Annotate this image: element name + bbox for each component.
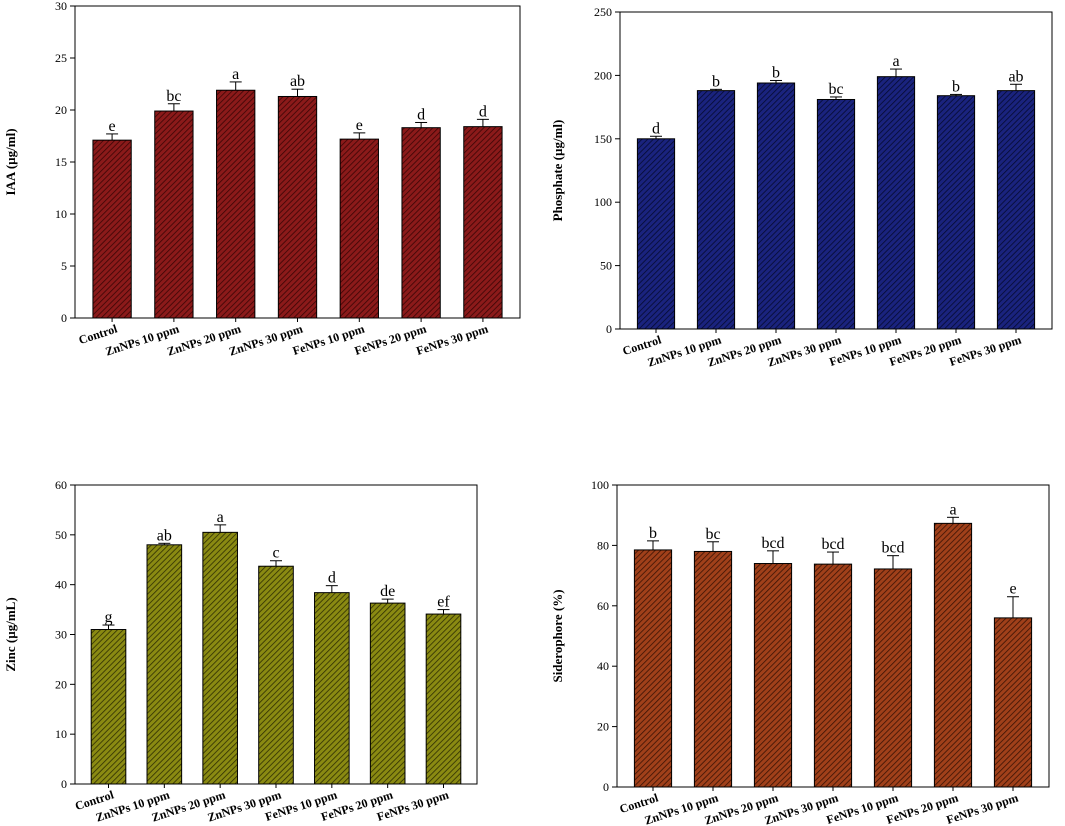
- significance-label: b: [649, 525, 657, 542]
- significance-label: b: [712, 73, 720, 90]
- bar: [369, 602, 406, 785]
- y-tick-label: 20: [55, 103, 67, 117]
- significance-label: b: [952, 78, 960, 95]
- y-tick-label: 150: [594, 132, 612, 146]
- bar: [314, 592, 350, 785]
- significance-label: ab: [290, 73, 305, 90]
- y-tick-label: 80: [597, 538, 609, 552]
- significance-label: bc: [166, 88, 181, 105]
- bar: [146, 544, 183, 785]
- bar: [90, 629, 127, 785]
- chart-panel-zinc: Zinc (µg/mL) 0102030405060gControlabZnNP…: [3, 478, 478, 825]
- bar: [202, 531, 238, 785]
- bar: [756, 82, 796, 330]
- chart-panel-phosphate: Phosphate (µg/ml) 050100150200250dContro…: [550, 5, 1053, 370]
- y-tick-label: 20: [597, 720, 609, 734]
- y-tick-label: 0: [61, 311, 67, 325]
- significance-label: a: [949, 501, 956, 518]
- significance-label: a: [892, 53, 899, 70]
- significance-label: ab: [1008, 68, 1023, 85]
- significance-label: d: [417, 106, 425, 123]
- significance-label: e: [1009, 581, 1016, 598]
- significance-label: bcd: [881, 540, 904, 557]
- bar: [816, 98, 856, 330]
- significance-label: c: [272, 545, 279, 562]
- significance-label: b: [772, 64, 780, 81]
- bar: [696, 90, 736, 330]
- y-tick-label: 40: [55, 578, 67, 592]
- bar: [425, 613, 462, 785]
- y-tick-label: 200: [594, 68, 612, 82]
- bar: [401, 127, 441, 319]
- significance-label: a: [217, 509, 224, 526]
- y-tick-label: 0: [603, 780, 609, 794]
- bar: [277, 95, 318, 319]
- y-tick-label: 5: [61, 259, 67, 273]
- y-tick-label: 50: [600, 259, 612, 273]
- significance-label: d: [479, 103, 487, 120]
- bar: [633, 549, 673, 788]
- significance-label: bc: [705, 526, 720, 543]
- chart-panel-siderophore: Siderophore (%) 020406080100bControlbcZn…: [550, 478, 1050, 826]
- y-tick-label: 250: [594, 5, 612, 19]
- bar: [813, 563, 853, 788]
- y-tick-label: 30: [55, 0, 67, 13]
- bar: [933, 522, 973, 788]
- significance-label: a: [232, 66, 239, 83]
- significance-label: d: [652, 120, 660, 137]
- bar: [936, 95, 976, 330]
- significance-label: de: [380, 583, 395, 600]
- y-tick-label: 60: [55, 478, 67, 492]
- y-axis-title: Zinc (µg/mL): [3, 597, 18, 671]
- bar: [873, 568, 913, 788]
- bar: [463, 126, 503, 319]
- y-tick-label: 20: [55, 677, 67, 691]
- bar: [258, 565, 294, 785]
- y-tick-label: 50: [55, 528, 67, 542]
- bar: [636, 138, 676, 330]
- y-tick-label: 60: [597, 599, 609, 613]
- y-axis-title: IAA (µg/ml): [3, 128, 18, 195]
- significance-label: e: [109, 118, 116, 135]
- bar: [693, 550, 733, 788]
- significance-label: bcd: [821, 536, 844, 553]
- significance-label: bc: [828, 81, 843, 98]
- y-axis-title: Siderophore (%): [550, 589, 565, 682]
- y-tick-label: 25: [55, 51, 67, 65]
- bar: [996, 90, 1036, 330]
- x-category-label: FeNPs 30 ppm: [415, 322, 490, 358]
- y-tick-label: 100: [591, 478, 609, 492]
- significance-label: bcd: [761, 535, 784, 552]
- y-tick-label: 30: [55, 628, 67, 642]
- bar: [753, 563, 793, 788]
- bar: [876, 76, 916, 330]
- significance-label: ab: [157, 527, 172, 544]
- significance-label: e: [356, 117, 363, 134]
- y-tick-label: 10: [55, 727, 67, 741]
- significance-label: ef: [437, 594, 450, 611]
- bar: [216, 89, 256, 319]
- chart-panel-iaa: IAA (µg/ml) 051015202530eControlbcZnNPs …: [3, 0, 521, 359]
- bar: [993, 617, 1033, 788]
- bar: [154, 110, 194, 319]
- y-axis-title: Phosphate (µg/ml): [550, 120, 565, 222]
- y-tick-label: 40: [597, 659, 609, 673]
- y-tick-label: 0: [61, 777, 67, 791]
- significance-label: g: [105, 609, 113, 626]
- bar: [339, 138, 379, 319]
- bar: [92, 139, 132, 319]
- y-tick-label: 10: [55, 207, 67, 221]
- y-tick-label: 0: [606, 322, 612, 336]
- y-tick-label: 100: [594, 195, 612, 209]
- y-tick-label: 15: [55, 155, 67, 169]
- significance-label: d: [328, 570, 336, 587]
